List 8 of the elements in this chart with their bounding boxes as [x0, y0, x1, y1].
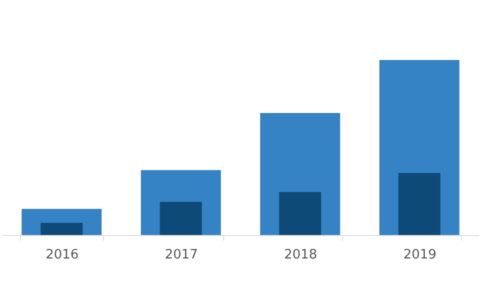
x-tick-label: 2016: [46, 248, 79, 262]
x-tick-label: 2017: [164, 248, 198, 262]
bar: [40, 222, 83, 235]
bar: [279, 192, 322, 235]
x-tick-label: 2018: [284, 248, 318, 262]
bar: [398, 173, 440, 235]
x-tick-label: 2019: [403, 248, 436, 262]
bar: [160, 202, 202, 235]
